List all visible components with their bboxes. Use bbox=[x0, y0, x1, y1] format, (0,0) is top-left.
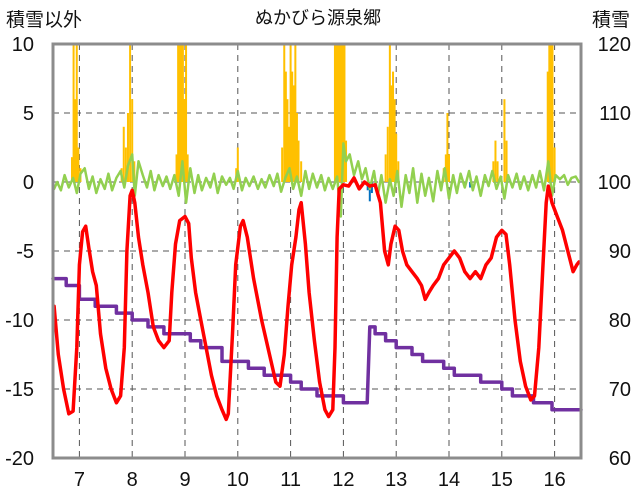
snow-depth-line bbox=[51, 276, 583, 412]
precipitation-bar bbox=[129, 44, 132, 182]
x-tick-label: 12 bbox=[332, 469, 354, 491]
precipitation-bar bbox=[340, 44, 343, 182]
precipitation-bar bbox=[181, 44, 184, 182]
precipitation-bar bbox=[131, 99, 134, 182]
precipitation-bar bbox=[338, 44, 341, 182]
x-tick-label: 11 bbox=[280, 469, 301, 491]
x-tick-label: 9 bbox=[179, 469, 190, 491]
precipitation-bar bbox=[341, 44, 344, 182]
tick-labels: 10 5 0 -5 -10 -15 -20 120 110 100 90 80 70 60 7 8 9 10 11 1… bbox=[5, 34, 631, 491]
precipitation-bar bbox=[124, 147, 127, 182]
x-tick-label: 8 bbox=[127, 469, 138, 491]
precipitation-bar bbox=[343, 44, 346, 182]
precipitation-bar bbox=[72, 44, 75, 182]
precipitation-bar bbox=[448, 154, 450, 182]
right-tick-label: 100 bbox=[598, 172, 631, 194]
left-axis-title: 積雪以外 bbox=[6, 9, 82, 31]
left-tick-label: -5 bbox=[16, 241, 34, 263]
precipitation-bar bbox=[384, 154, 387, 182]
right-tick-label: 120 bbox=[598, 34, 631, 56]
x-tick-label: 16 bbox=[543, 469, 565, 491]
right-tick-label: 70 bbox=[609, 379, 631, 401]
precipitation-bar bbox=[283, 44, 286, 182]
precipitation-bar bbox=[494, 140, 497, 182]
precipitation-bar bbox=[337, 44, 340, 182]
left-tick-label: -15 bbox=[5, 379, 34, 401]
precipitation-bar bbox=[395, 133, 398, 182]
left-tick-label: -10 bbox=[5, 310, 34, 332]
precipitation-bar bbox=[183, 99, 186, 182]
temperature-line bbox=[52, 176, 581, 422]
precipitation-bar bbox=[236, 147, 239, 182]
right-tick-label: 80 bbox=[609, 310, 631, 332]
x-tick-label: 10 bbox=[227, 469, 249, 491]
x-tick-label: 7 bbox=[74, 469, 85, 491]
precipitation-bar bbox=[122, 126, 125, 182]
precipitation-bar bbox=[390, 85, 393, 182]
left-tick-label: 10 bbox=[12, 34, 34, 56]
right-tick-label: 110 bbox=[599, 103, 631, 125]
precipitation-bar bbox=[551, 44, 554, 182]
precipitation-bar bbox=[335, 44, 338, 182]
precipitation-bar bbox=[386, 126, 389, 182]
precipitation-bar bbox=[548, 44, 551, 182]
precipitation-bar bbox=[289, 44, 292, 182]
left-tick-label: -20 bbox=[5, 448, 34, 470]
precipitation-bar bbox=[126, 113, 129, 182]
precipitation-bar bbox=[295, 113, 298, 182]
precipitation-bar bbox=[392, 71, 395, 182]
precipitation-bar bbox=[292, 85, 295, 182]
precipitation-bar bbox=[393, 99, 396, 182]
precipitation-bar bbox=[74, 99, 77, 182]
precipitation-bar bbox=[185, 44, 188, 182]
precipitation-bar bbox=[284, 71, 287, 182]
precipitation-bar bbox=[180, 44, 183, 182]
left-tick-label: 5 bbox=[23, 103, 34, 125]
precipitation-bar bbox=[288, 126, 291, 182]
plot-frame bbox=[51, 42, 583, 460]
precipitation-bar bbox=[446, 113, 449, 182]
right-tick-label: 90 bbox=[609, 241, 631, 263]
precipitation-bar bbox=[496, 161, 499, 182]
precipitation-bar bbox=[291, 71, 294, 182]
precipitation-bar bbox=[294, 44, 297, 182]
precipitation-bar bbox=[175, 154, 178, 182]
chart-title: ぬかびら源泉郷 bbox=[255, 8, 381, 28]
right-axis-title: 積雪 bbox=[592, 9, 630, 31]
precipitation-bar bbox=[178, 44, 181, 182]
blue-bar bbox=[370, 182, 373, 194]
precipitation-bar bbox=[297, 140, 300, 182]
precipitation-bar bbox=[333, 44, 336, 182]
precipitation-bar bbox=[549, 44, 552, 182]
precipitation-bar bbox=[300, 161, 303, 182]
precipitation-bar bbox=[286, 99, 289, 182]
precipitation-bar bbox=[75, 44, 78, 182]
precipitation-bar bbox=[388, 44, 391, 182]
precipitation-bar bbox=[503, 99, 506, 182]
precipitation-bar bbox=[281, 147, 284, 182]
x-tick-label: 15 bbox=[491, 469, 513, 491]
blue-bar bbox=[368, 182, 371, 202]
wind-line bbox=[52, 142, 581, 218]
right-tick-label: 60 bbox=[609, 448, 631, 470]
precipitation-bar bbox=[553, 147, 556, 182]
x-tick-label: 14 bbox=[438, 469, 460, 491]
blue-bar bbox=[469, 182, 472, 188]
precipitation-bar bbox=[177, 44, 180, 182]
precipitation-bar bbox=[77, 147, 80, 182]
left-tick-label: 0 bbox=[23, 172, 34, 194]
x-tick-label: 13 bbox=[385, 469, 407, 491]
precipitation-bar bbox=[71, 157, 74, 182]
precipitation-bar bbox=[186, 154, 189, 182]
precipitation-bar bbox=[505, 140, 508, 182]
precipitation-bar bbox=[546, 71, 549, 182]
series-lines bbox=[51, 142, 583, 422]
